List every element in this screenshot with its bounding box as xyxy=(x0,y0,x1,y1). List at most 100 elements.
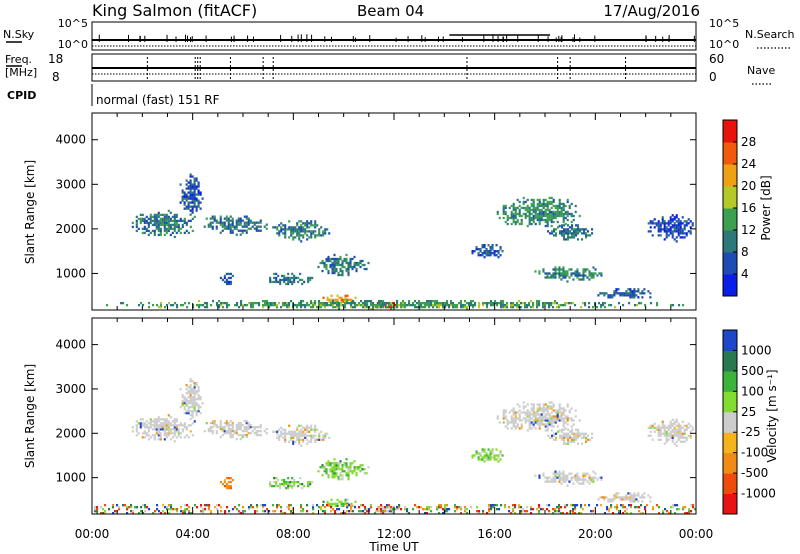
power-echo-cell xyxy=(181,199,184,202)
power-echo-cell xyxy=(562,202,565,206)
power-echo-cell xyxy=(538,202,541,206)
velocity-echo-cell xyxy=(675,424,678,427)
power-echo-cell xyxy=(374,305,377,309)
velocity-echo-cell xyxy=(477,452,480,455)
power-echo-cell xyxy=(502,299,505,303)
power-echo-cell xyxy=(225,278,228,282)
velocity-echo-cell xyxy=(538,417,541,420)
power-echo-cell xyxy=(538,299,541,303)
power-echo-cell xyxy=(145,215,148,219)
power-echo-cell xyxy=(333,267,336,271)
power-echo-cell xyxy=(191,199,194,202)
velocity-echo-cell xyxy=(532,413,535,416)
power-echo-cell xyxy=(226,305,229,309)
velocity-echo-cell xyxy=(324,512,327,515)
power-echo-cell xyxy=(530,202,533,206)
velocity-echo-cell xyxy=(262,506,265,509)
power-echo-cell xyxy=(360,299,363,303)
power-echo-cell xyxy=(456,305,459,309)
velocity-echo-cell xyxy=(300,506,303,509)
velocity-echo-cell xyxy=(556,425,559,428)
power-echo-cell xyxy=(532,208,535,212)
power-echo-cell xyxy=(245,231,248,234)
velocity-echo-cell xyxy=(577,430,580,433)
velocity-echo-cell xyxy=(671,428,674,431)
velocity-echo-cell xyxy=(657,438,660,441)
velocity-echo-cell xyxy=(336,498,339,501)
power-echo-cell xyxy=(265,223,268,226)
velocity-echo-cell xyxy=(528,413,531,416)
power-echo-cell xyxy=(341,261,344,265)
power-echo-cell xyxy=(510,216,513,220)
power-echo-cell xyxy=(188,301,191,305)
power-echo-cell xyxy=(153,219,156,223)
velocity-colorbar-band xyxy=(723,411,737,433)
power-echo-cell xyxy=(193,203,196,206)
velocity-echo-cell xyxy=(278,438,281,441)
velocity-echo-cell xyxy=(361,464,364,467)
power-echo-cell xyxy=(189,201,192,204)
velocity-ytick-label: 3000 xyxy=(55,382,86,396)
power-echo-cell xyxy=(669,226,672,229)
power-echo-cell xyxy=(262,299,265,303)
velocity-echo-cell xyxy=(242,506,245,509)
velocity-echo-cell xyxy=(231,435,234,439)
power-echo-cell xyxy=(324,228,327,231)
velocity-echo-cell xyxy=(669,422,672,425)
velocity-echo-cell xyxy=(181,396,184,399)
velocity-echo-cell xyxy=(530,407,533,410)
velocity-echo-cell xyxy=(169,438,172,441)
velocity-echo-cell xyxy=(454,504,457,507)
velocity-echo-cell xyxy=(302,426,305,429)
velocity-echo-cell xyxy=(259,425,262,429)
power-echo-cell xyxy=(582,268,585,271)
power-echo-cell xyxy=(565,228,568,231)
power-echo-cell xyxy=(554,266,557,269)
velocity-echo-cell xyxy=(204,508,207,511)
velocity-echo-cell xyxy=(280,432,283,435)
power-echo-cell xyxy=(647,290,650,293)
velocity-echo-cell xyxy=(309,482,312,486)
power-echo-cell xyxy=(492,301,495,305)
velocity-echo-cell xyxy=(144,506,147,509)
power-echo-cell xyxy=(351,257,354,261)
power-echo-cell xyxy=(338,296,341,299)
velocity-echo-cell xyxy=(165,426,168,429)
power-echo-cell xyxy=(250,303,253,307)
power-echo-cell xyxy=(670,303,673,307)
velocity-echo-cell xyxy=(577,436,580,439)
power-echo-cell xyxy=(568,268,571,271)
power-echo-cell xyxy=(307,280,310,284)
power-echo-cell xyxy=(602,303,605,307)
power-echo-cell xyxy=(236,301,239,305)
power-echo-cell xyxy=(444,305,447,309)
power-colorbar-band xyxy=(723,164,737,187)
power-echo-cell xyxy=(366,301,369,305)
power-echo-cell xyxy=(669,222,672,225)
velocity-echo-cell xyxy=(288,440,291,443)
power-echo-cell xyxy=(582,270,585,273)
velocity-echo-cell xyxy=(341,464,344,467)
power-echo-cell xyxy=(167,227,170,231)
velocity-echo-cell xyxy=(227,421,230,425)
power-echo-cell xyxy=(335,257,338,261)
velocity-echo-cell xyxy=(274,510,277,513)
velocity-echo-cell xyxy=(627,496,630,499)
power-echo-cell xyxy=(191,197,194,200)
velocity-echo-cell xyxy=(583,436,586,439)
velocity-colorbar-band xyxy=(723,452,737,474)
power-echo-cell xyxy=(400,301,403,305)
velocity-echo-cell xyxy=(687,426,690,429)
power-echo-cell xyxy=(275,272,278,276)
velocity-echo-cell xyxy=(130,506,133,509)
velocity-echo-cell xyxy=(195,404,198,407)
velocity-echo-cell xyxy=(489,450,492,453)
velocity-echo-cell xyxy=(189,392,192,395)
velocity-echo-cell xyxy=(354,500,357,503)
velocity-echo-cell xyxy=(262,504,265,507)
power-echo-cell xyxy=(552,305,555,309)
velocity-echo-cell xyxy=(333,468,336,471)
power-echo-cell xyxy=(160,303,163,307)
velocity-echo-cell xyxy=(173,420,176,423)
velocity-echo-cell xyxy=(520,427,523,430)
